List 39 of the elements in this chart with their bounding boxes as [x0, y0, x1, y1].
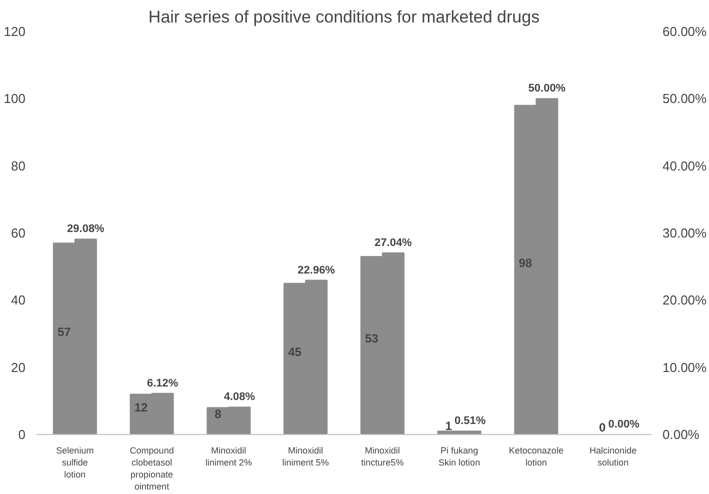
x-tick-label: Selenium sulfide lotion	[56, 446, 94, 480]
data-label: 12	[134, 400, 148, 414]
data-label: 27.04%	[374, 236, 412, 249]
data-label: 98	[518, 256, 532, 270]
data-label: 4.08%	[224, 391, 256, 404]
y-tick-label: 80	[11, 158, 26, 174]
x-tick-label: Compound clobetasol propionate ointment	[130, 446, 174, 492]
y2-tick-label: 10.00%	[662, 360, 708, 375]
data-label: 0.51%	[454, 415, 486, 428]
data-label: 22.96%	[298, 264, 336, 276]
x-tick-label: Minoxidil tincture5%	[361, 446, 404, 468]
x-tick-label: Ketoconazole lotion	[508, 446, 564, 468]
x-tick-label: Minoxidil liniment 5%	[282, 446, 329, 468]
y-tick-label: 120	[4, 24, 26, 39]
y2-tick-label: 30.00%	[662, 226, 708, 240]
chart-title: Hair series of positive conditions for marketed drugs	[148, 8, 540, 26]
y2-tick-label: 0.00%	[662, 427, 700, 442]
data-label: 8	[214, 407, 222, 422]
y2-tick-label: 50.00%	[662, 91, 708, 106]
x-tick-label: Pi fukang Skin lotion	[438, 446, 480, 468]
data-label: 1	[445, 418, 452, 433]
data-label: 50.00%	[528, 82, 566, 95]
y-tick-label: 60	[11, 226, 26, 240]
y-tick-label: 20	[11, 360, 26, 375]
y-tick-label: 100	[4, 91, 26, 106]
y2-tick-label: 20.00%	[662, 292, 708, 308]
data-label: 53	[365, 332, 379, 346]
data-label: 6.12%	[146, 377, 178, 390]
data-label: 29.08%	[67, 223, 105, 236]
data-label: 45	[288, 344, 302, 359]
data-label: 0.00%	[608, 418, 640, 430]
y2-tick-label: 60.00%	[662, 24, 708, 39]
data-label: 57	[58, 324, 72, 339]
data-label: 0	[598, 420, 606, 434]
y-tick-label: 40	[11, 292, 26, 308]
x-tick-label: Minoxidil liniment 2%	[205, 446, 252, 468]
x-tick-label: Halcinonide solution	[590, 446, 637, 468]
y-tick-label: 0	[18, 427, 26, 442]
y2-tick-label: 40.00%	[662, 158, 708, 174]
